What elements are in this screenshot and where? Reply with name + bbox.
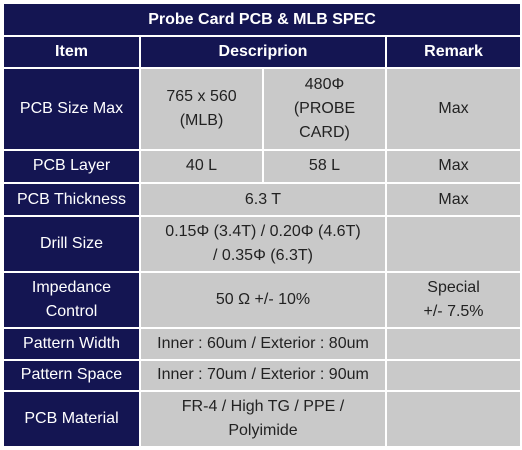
remark-drill-size xyxy=(387,217,521,272)
row-label-pcb-layer: PCB Layer xyxy=(4,150,139,182)
value-pcb-layer-mlb: 40 L xyxy=(141,150,262,182)
table-row: PCB Material FR-4 / High TG / PPE / Poly… xyxy=(4,391,521,446)
table-row: Impedance Control 50 Ω +/- 10% Special +… xyxy=(4,273,521,328)
table-row: PCB Thickness 6.3 T Max xyxy=(4,183,521,216)
table-title: Probe Card PCB & MLB SPEC xyxy=(4,4,521,36)
value-pcb-material: FR-4 / High TG / PPE / Polyimide xyxy=(141,391,385,446)
remark-pcb-layer: Max xyxy=(387,150,521,182)
value-pattern-space: Inner : 70um / Exterior : 90um xyxy=(141,360,385,390)
value-drill-size: 0.15Φ (3.4T) / 0.20Φ (4.6T) / 0.35Φ (6.3… xyxy=(141,217,385,272)
row-label-pcb-size-max: PCB Size Max xyxy=(4,69,139,149)
value-pcb-size-mlb: 765 x 560 (MLB) xyxy=(141,69,262,149)
table-row: PCB Size Max 765 x 560 (MLB) 480Φ (PROBE… xyxy=(4,69,521,149)
row-label-drill-size: Drill Size xyxy=(4,217,139,272)
table-row: Pattern Space Inner : 70um / Exterior : … xyxy=(4,360,521,390)
remark-pcb-size-max: Max xyxy=(387,69,521,149)
row-label-pattern-space: Pattern Space xyxy=(4,360,139,390)
remark-pattern-width xyxy=(387,329,521,359)
table-row: PCB Layer 40 L 58 L Max xyxy=(4,150,521,182)
title-row: Probe Card PCB & MLB SPEC xyxy=(4,4,521,36)
row-label-pcb-thickness: PCB Thickness xyxy=(4,183,139,216)
header-remark: Remark xyxy=(387,37,521,68)
value-pcb-thickness: 6.3 T xyxy=(141,183,385,216)
row-label-pattern-width: Pattern Width xyxy=(4,329,139,359)
value-pcb-layer-probe-card: 58 L xyxy=(264,150,385,182)
remark-pattern-space xyxy=(387,360,521,390)
remark-pcb-thickness: Max xyxy=(387,183,521,216)
header-description: Descriprion xyxy=(141,37,385,68)
row-label-pcb-material: PCB Material xyxy=(4,391,139,446)
row-label-impedance-control: Impedance Control xyxy=(4,273,139,328)
value-pcb-size-probe-card: 480Φ (PROBE CARD) xyxy=(264,69,385,149)
remark-pcb-material xyxy=(387,391,521,446)
header-row: Item Descriprion Remark xyxy=(4,37,521,68)
table-row: Pattern Width Inner : 60um / Exterior : … xyxy=(4,329,521,359)
header-item: Item xyxy=(4,37,139,68)
table-row: Drill Size 0.15Φ (3.4T) / 0.20Φ (4.6T) /… xyxy=(4,217,521,272)
remark-impedance-control: Special +/- 7.5% xyxy=(387,273,521,328)
value-impedance-control: 50 Ω +/- 10% xyxy=(141,273,385,328)
value-pattern-width: Inner : 60um / Exterior : 80um xyxy=(141,329,385,359)
